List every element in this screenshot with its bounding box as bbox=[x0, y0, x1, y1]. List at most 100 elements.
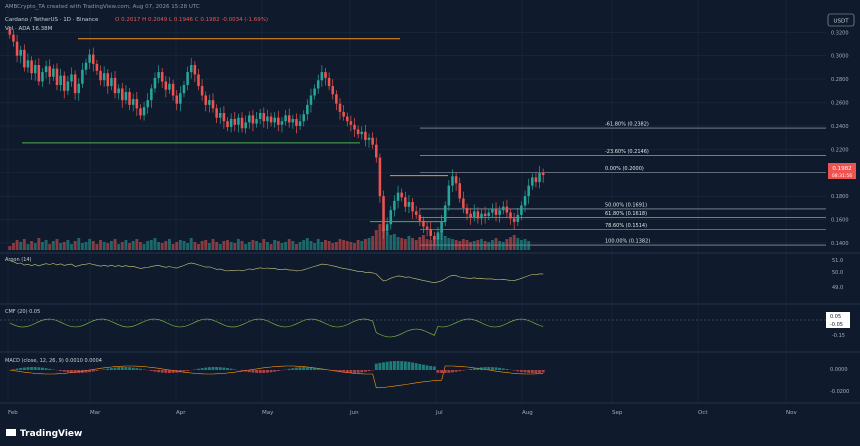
macd-hist-bar bbox=[345, 370, 349, 373]
candle-body bbox=[451, 176, 454, 186]
candle-body bbox=[320, 72, 324, 81]
macd-hist-bar bbox=[262, 370, 266, 373]
volume-bar bbox=[451, 239, 454, 250]
y-tick-label: 0.1800 bbox=[831, 194, 849, 200]
macd-hist-bar bbox=[171, 370, 175, 373]
x-tick-label: Nov bbox=[786, 410, 797, 416]
candle-body bbox=[117, 88, 120, 94]
macd-hist-bar bbox=[414, 363, 418, 370]
candle-body bbox=[59, 75, 62, 85]
volume-bar bbox=[338, 239, 342, 250]
candle-body bbox=[284, 115, 287, 122]
aroon-tick-3: 49.0 bbox=[832, 285, 843, 291]
tradingview-logo[interactable]: TradingView bbox=[6, 429, 82, 439]
volume-bar bbox=[48, 244, 52, 250]
macd-hist-bar bbox=[15, 368, 19, 370]
volume-bar bbox=[19, 242, 23, 250]
volume-bar bbox=[247, 242, 251, 250]
macd-hist-bar bbox=[193, 369, 197, 370]
volume-bar bbox=[273, 240, 277, 250]
candle-body bbox=[211, 100, 215, 109]
macd-hist-bar bbox=[244, 370, 248, 372]
volume-bar bbox=[309, 241, 313, 250]
volume-bar bbox=[73, 241, 77, 250]
fib-label: 0.00% (0.2000) bbox=[605, 166, 644, 172]
volume-bar bbox=[487, 242, 491, 250]
candle-body bbox=[121, 88, 124, 101]
volume-bar bbox=[95, 244, 99, 250]
candle-body bbox=[531, 177, 534, 186]
x-tick-label: Feb bbox=[8, 410, 18, 416]
candle-body bbox=[110, 77, 113, 87]
macd-hist-bar bbox=[138, 368, 142, 370]
macd-hist-bar bbox=[240, 370, 244, 371]
macd-hist-bar bbox=[451, 370, 454, 373]
candle-body bbox=[182, 84, 186, 94]
volume-bar bbox=[371, 236, 375, 250]
price-axis[interactable] bbox=[826, 0, 860, 420]
macd-hist-bar bbox=[135, 368, 139, 370]
x-tick-label: Aug bbox=[522, 410, 533, 416]
candle-body bbox=[287, 115, 291, 123]
macd-hist-bar bbox=[113, 367, 117, 370]
candle-body bbox=[139, 108, 142, 116]
macd-tick-1: 0.0000 bbox=[830, 367, 848, 373]
candle-body bbox=[240, 117, 244, 129]
candle-body bbox=[142, 107, 146, 116]
candle-body bbox=[447, 185, 451, 206]
macd-hist-bar bbox=[396, 361, 400, 370]
candle-body bbox=[88, 54, 91, 63]
macd-hist-bar bbox=[501, 368, 505, 370]
candle-body bbox=[476, 211, 480, 219]
volume-bar bbox=[251, 240, 255, 250]
x-tick-label: Jun bbox=[349, 410, 359, 416]
macd-hist-bar bbox=[440, 370, 444, 373]
fib-label: 100.00% (0.1382) bbox=[605, 239, 650, 245]
macd-hist-bar bbox=[403, 361, 407, 370]
fib-label: 50.00% (0.1691) bbox=[605, 202, 647, 208]
candle-body bbox=[55, 68, 59, 85]
volume-bar bbox=[153, 238, 157, 250]
candle-body bbox=[541, 172, 545, 176]
x-tick-label: May bbox=[262, 410, 274, 416]
candle-body bbox=[396, 192, 400, 201]
macd-hist-bar bbox=[77, 370, 81, 373]
volume-bar bbox=[8, 246, 12, 250]
macd-hist-bar bbox=[26, 367, 30, 370]
volume-bar bbox=[378, 224, 382, 250]
volume-bar bbox=[465, 240, 469, 250]
candle-body bbox=[102, 73, 106, 81]
y-tick-label: 0.1600 bbox=[831, 218, 849, 224]
volume-bar bbox=[51, 241, 55, 250]
candle-body bbox=[244, 122, 247, 129]
volume-bar bbox=[367, 238, 371, 250]
volume-bar bbox=[414, 240, 418, 250]
macd-hist-bar bbox=[33, 367, 37, 370]
volume-bar bbox=[262, 239, 266, 250]
candle-body bbox=[70, 74, 73, 82]
candle-body bbox=[124, 91, 128, 101]
macd-label: MACD (close, 12, 26, 9) 0.0010 0.0004 bbox=[5, 358, 102, 364]
volume-bar bbox=[334, 242, 338, 250]
symbol-line[interactable]: Cardano / TetherUS · 1D · Binance bbox=[5, 17, 99, 23]
fib-label: 78.60% (0.1514) bbox=[605, 223, 647, 229]
candle-body bbox=[12, 34, 15, 42]
candle-body bbox=[382, 196, 385, 232]
currency-button[interactable] bbox=[827, 13, 855, 27]
volume-bar bbox=[295, 244, 298, 250]
volume-bar bbox=[204, 240, 208, 250]
candle-body bbox=[527, 185, 530, 197]
volume-bar bbox=[280, 243, 284, 250]
macd-hist-bar bbox=[59, 370, 63, 372]
candle-body bbox=[128, 91, 131, 105]
macd-hist-bar bbox=[374, 363, 378, 370]
candle-body bbox=[197, 74, 200, 87]
volume-bar bbox=[374, 230, 378, 250]
volume-bar bbox=[244, 244, 248, 250]
volume-bar bbox=[389, 235, 393, 250]
macd-hist-bar bbox=[258, 370, 262, 373]
candle-body bbox=[229, 118, 233, 128]
candle-body bbox=[505, 206, 509, 213]
candle-body bbox=[342, 111, 345, 117]
